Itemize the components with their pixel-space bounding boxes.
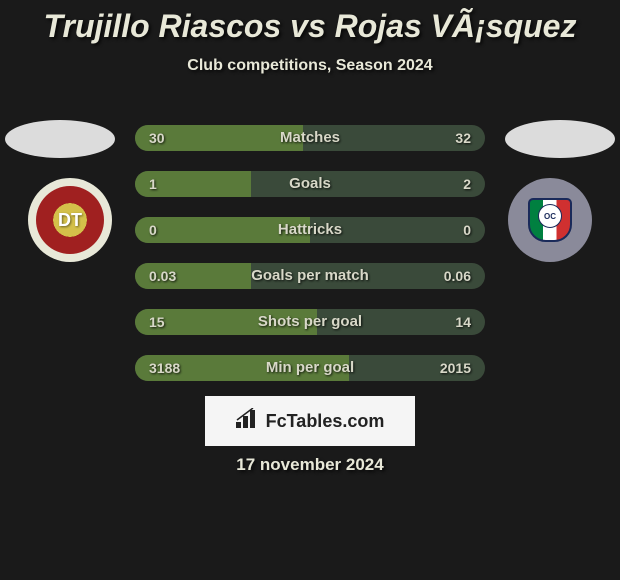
stat-value-right: 2 <box>463 171 471 197</box>
stat-row: 30Matches32 <box>135 125 485 151</box>
stat-row: 15Shots per goal14 <box>135 309 485 335</box>
club-badge-right: OC <box>508 178 592 262</box>
stat-label: Shots per goal <box>135 309 485 335</box>
page-title: Trujillo Riascos vs Rojas VÃ¡squez <box>0 0 620 45</box>
stat-value-right: 0.06 <box>444 263 471 289</box>
stat-value-right: 32 <box>455 125 471 151</box>
footer-site-text: FcTables.com <box>266 411 385 432</box>
footer-date: 17 november 2024 <box>0 455 620 475</box>
stat-label: Matches <box>135 125 485 151</box>
club-badge-right-initials: OC <box>538 204 562 228</box>
stat-row: 1Goals2 <box>135 171 485 197</box>
stat-row: 0.03Goals per match0.06 <box>135 263 485 289</box>
stats-icon <box>236 408 260 434</box>
stat-row: 3188Min per goal2015 <box>135 355 485 381</box>
stat-label: Min per goal <box>135 355 485 381</box>
club-badge-left: DT <box>28 178 112 262</box>
stat-label: Goals <box>135 171 485 197</box>
stat-label: Goals per match <box>135 263 485 289</box>
stat-label: Hattricks <box>135 217 485 243</box>
footer-site-box: FcTables.com <box>205 396 415 446</box>
stat-value-right: 0 <box>463 217 471 243</box>
player-photo-right <box>505 120 615 158</box>
stat-value-right: 14 <box>455 309 471 335</box>
stats-area: 30Matches32 1Goals2 0Hattricks0 0.03Goals p… <box>135 125 485 401</box>
club-badge-left-initials: DT <box>58 210 82 231</box>
stat-value-right: 2015 <box>440 355 471 381</box>
stat-row: 0Hattricks0 <box>135 217 485 243</box>
player-photo-left <box>5 120 115 158</box>
page-subtitle: Club competitions, Season 2024 <box>0 57 620 75</box>
